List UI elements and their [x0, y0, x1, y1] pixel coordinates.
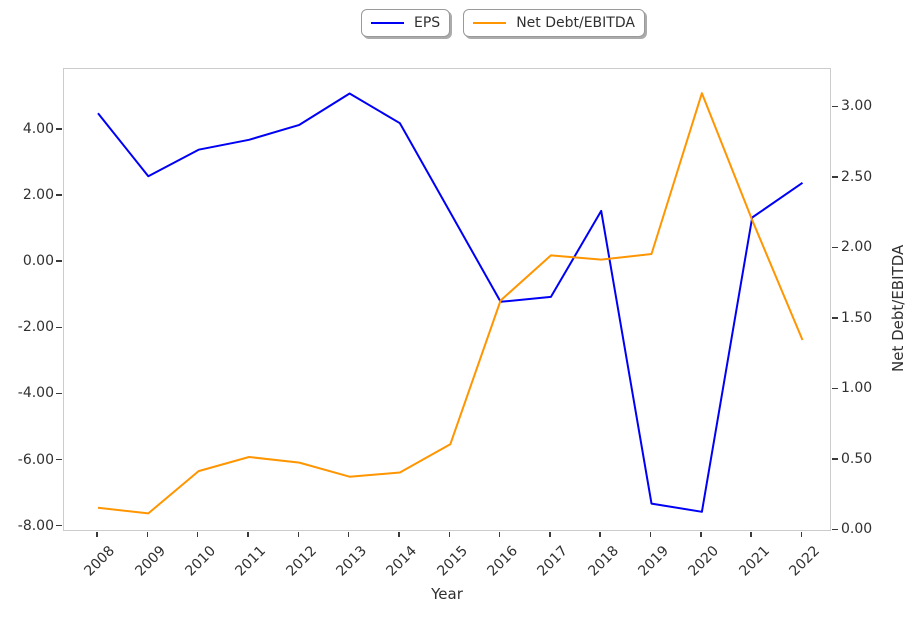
x-axis-tick-label: 2019 [635, 543, 672, 580]
y-axis-left-tick [56, 392, 62, 395]
x-axis-label: Year [431, 585, 463, 603]
x-axis-tick [347, 532, 350, 537]
y-axis-right-tick [832, 387, 838, 390]
x-axis-tick [750, 532, 752, 537]
y-axis-left-tick-label: -6.00 [17, 451, 54, 468]
x-axis-tick-label: 2018 [585, 543, 622, 580]
legend-net-debt-ebitda: Net Debt/EBITDA [463, 9, 645, 37]
y-axis-left-tick-label: 2.00 [22, 186, 54, 203]
y-axis-right-tick-label: 2.00 [841, 239, 873, 256]
x-axis-tick-label: 2022 [786, 543, 823, 580]
x-axis-tick-label: 2012 [283, 543, 320, 580]
x-axis-tick [146, 532, 149, 537]
x-axis-tick [700, 532, 702, 537]
net-debt-ebitda-line-swatch [473, 22, 507, 24]
x-axis-tick [448, 532, 450, 537]
x-axis-tick [599, 532, 601, 537]
y-axis-left-tick [56, 326, 62, 329]
x-axis-tick-label: 2013 [333, 543, 370, 580]
x-axis-tick-label: 2010 [182, 543, 219, 580]
y-axis-right-tick-label: 0.50 [841, 450, 873, 467]
x-axis-tick-label: 2011 [232, 543, 270, 580]
y-axis-right-tick [832, 458, 838, 460]
y-axis-left-tick-label: 4.00 [22, 120, 54, 137]
x-axis-tick-label: 2015 [434, 543, 471, 580]
x-axis-tick-label: 2021 [735, 543, 773, 580]
x-axis-tick [398, 532, 400, 537]
y-axis-left-tick [56, 194, 62, 196]
y-axis-right-tick-label: 2.50 [841, 168, 873, 185]
x-axis-tick-label: 2008 [81, 543, 119, 580]
legend-eps: EPS [361, 9, 451, 37]
x-axis-tick [649, 532, 652, 537]
net-debt-ebitda-line [97, 92, 804, 515]
y-axis-left-tick [56, 524, 62, 527]
legend-eps-label: EPS [414, 15, 441, 31]
y-axis-right-tick-label: 3.00 [841, 98, 873, 115]
y-axis-right-tick [832, 176, 838, 178]
x-axis-tick [549, 532, 551, 537]
x-axis-tick-label: 2020 [685, 543, 723, 580]
y-axis-right-tick [832, 528, 838, 531]
x-axis-tick-label: 2014 [383, 543, 421, 580]
y-axis-right-tick [832, 105, 838, 108]
y-axis-left-tick [56, 458, 62, 461]
x-axis-tick [498, 532, 501, 537]
x-axis-tick [800, 532, 803, 537]
legend: EPS Net Debt/EBITDA [361, 9, 645, 37]
y-axis-left-tick-label: 0.00 [22, 253, 54, 270]
x-axis-tick [297, 532, 300, 537]
x-axis-tick [96, 532, 98, 537]
x-axis-tick-label: 2009 [132, 543, 169, 580]
eps-line-swatch [371, 22, 404, 24]
y-axis-right-tick [832, 317, 838, 319]
y-axis-left-tick-label: -4.00 [17, 385, 54, 402]
x-axis-tick-label: 2016 [484, 543, 521, 580]
x-axis-tick [196, 532, 199, 537]
y-axis-right-label: Net Debt/EBITDA [889, 244, 907, 372]
legend-net-debt-ebitda-label: Net Debt/EBITDA [516, 15, 635, 31]
chart-svg [97, 92, 804, 515]
y-axis-left-tick [56, 260, 62, 262]
y-axis-right-tick-label: 1.00 [841, 380, 873, 397]
y-axis-left-tick-label: -2.00 [17, 319, 54, 336]
y-axis-left-tick-label: -8.00 [17, 517, 54, 534]
plot-area [63, 68, 831, 531]
y-axis-left-tick [56, 128, 62, 130]
eps-line [97, 92, 804, 513]
y-axis-right-tick-label: 1.50 [841, 309, 873, 326]
y-axis-right-tick-label: 0.00 [841, 521, 873, 538]
y-axis-right-tick [832, 246, 838, 249]
x-axis-tick [247, 532, 249, 537]
x-axis-tick-label: 2017 [534, 543, 572, 580]
